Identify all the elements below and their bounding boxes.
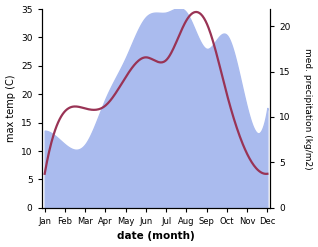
Y-axis label: max temp (C): max temp (C) [5,75,16,142]
X-axis label: date (month): date (month) [117,231,195,242]
Y-axis label: med. precipitation (kg/m2): med. precipitation (kg/m2) [303,48,313,169]
